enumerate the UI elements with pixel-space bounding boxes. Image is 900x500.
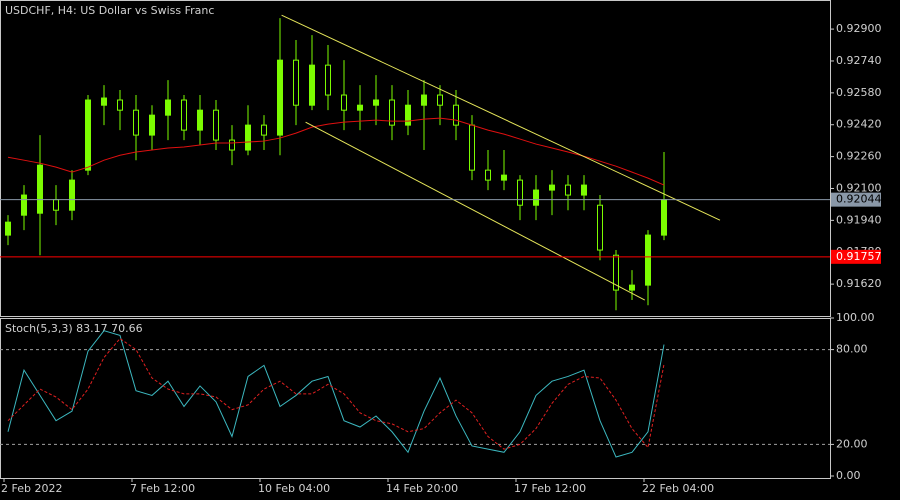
y-tick-label: 0.92580 — [836, 86, 882, 99]
candle-body — [581, 184, 587, 196]
candle-body — [469, 124, 475, 171]
candle-body — [197, 109, 203, 131]
candle-body — [421, 94, 427, 106]
candle-body — [261, 124, 267, 136]
x-tick-label: 2 Feb 2022 — [1, 482, 62, 495]
y-tick-label: 0.92420 — [836, 118, 882, 131]
y-tick-label: 20.00 — [836, 437, 868, 450]
indicator-name: Stoch(5,3,3) — [5, 322, 73, 335]
candle-body — [485, 169, 491, 181]
stoch-panel-border — [0, 318, 831, 479]
y-tick-label: 80.00 — [836, 343, 868, 356]
candle-body — [517, 179, 523, 206]
candle-body — [565, 184, 571, 196]
x-tick-label: 17 Feb 12:00 — [514, 482, 586, 495]
candle-body — [405, 104, 411, 126]
candle-body — [661, 199, 667, 236]
y-tick-label: 0.92100 — [836, 181, 882, 194]
candle-body — [597, 204, 603, 251]
stoch-line — [7, 337, 665, 450]
x-tick-label: 10 Feb 04:00 — [258, 482, 330, 495]
candle-body — [245, 124, 251, 151]
price-label-box — [831, 249, 881, 264]
candle-body — [101, 97, 107, 106]
price-label: 0.91757 — [836, 250, 882, 263]
trend-line — [281, 14, 721, 221]
x-tick-label: 22 Feb 04:00 — [642, 482, 714, 495]
y-tick-label: 0.00 — [836, 469, 861, 482]
candle-body — [85, 99, 91, 171]
y-tick-label: 0.92260 — [836, 150, 882, 163]
indicator-title: Stoch(5,3,3) 83.17 70.66 — [5, 322, 143, 335]
candle-body — [341, 94, 347, 111]
candle-body — [149, 114, 155, 136]
stoch-line — [7, 330, 665, 458]
candle-body — [309, 64, 315, 106]
y-tick-label: 0.92900 — [836, 22, 882, 35]
candle-body — [229, 139, 235, 151]
candle-body — [645, 234, 651, 286]
candle-body — [69, 179, 75, 211]
candle-body — [453, 104, 459, 126]
candle-body — [5, 221, 11, 236]
candle-body — [373, 99, 379, 106]
chart-title: USDCHF, H4: US Dollar vs Swiss Franc — [5, 4, 214, 17]
candle-body — [165, 99, 171, 116]
candle-body — [21, 194, 27, 216]
moving-average — [7, 117, 665, 186]
x-tick-label: 7 Feb 12:00 — [130, 482, 195, 495]
y-tick-label: 0.92740 — [836, 54, 882, 67]
candle-body — [629, 284, 635, 291]
candle-body — [293, 59, 299, 106]
y-tick-label: 0.91620 — [836, 277, 882, 290]
price-label: 0.92044 — [836, 193, 882, 206]
trend-line — [305, 121, 646, 301]
candle-body — [357, 104, 363, 111]
y-tick-label: 0.91940 — [836, 213, 882, 226]
indicator-main-value: 83.17 — [76, 322, 108, 335]
candle-body — [437, 94, 443, 106]
main-panel-border — [0, 0, 831, 317]
candle-body — [181, 99, 187, 131]
candle-body — [53, 199, 59, 211]
indicator-signal-value: 70.66 — [111, 322, 143, 335]
candle-body — [37, 164, 43, 214]
candle-body — [389, 99, 395, 126]
candle-body — [133, 109, 139, 136]
candle-body — [549, 184, 555, 191]
candle-body — [533, 189, 539, 206]
candle-body — [117, 99, 123, 111]
candle-body — [213, 109, 219, 141]
candle-body — [325, 64, 331, 96]
candle-body — [613, 254, 619, 291]
candle-body — [501, 174, 507, 181]
price-label-box — [831, 192, 881, 207]
y-tick-label: 100.00 — [836, 311, 875, 324]
candle-body — [277, 59, 283, 136]
x-tick-label: 14 Feb 20:00 — [386, 482, 458, 495]
